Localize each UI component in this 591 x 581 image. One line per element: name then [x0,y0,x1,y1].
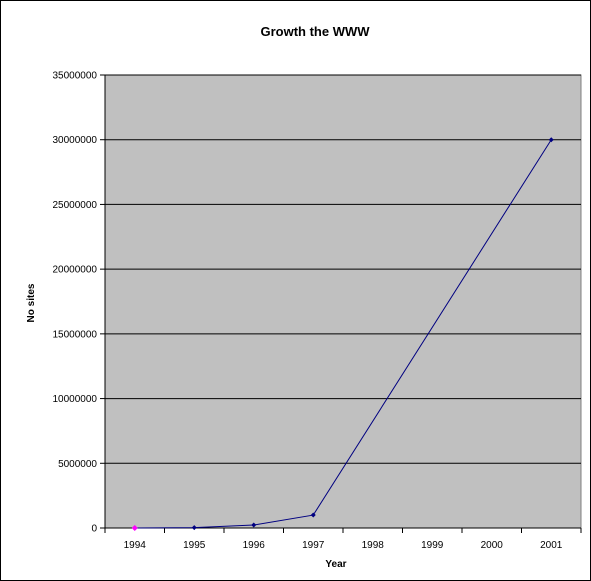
y-tick-label: 10000000 [53,394,98,405]
x-tick-label: 1995 [183,540,206,551]
data-point [548,137,554,143]
x-axis-label: Year [325,559,346,570]
x-tick-label: 2000 [481,540,504,551]
x-tick-label: 1998 [362,540,385,551]
y-tick-label: 25000000 [53,200,98,211]
x-tick-label: 1997 [302,540,325,551]
x-tick-label: 1999 [421,540,444,551]
data-point [191,525,197,531]
y-tick-label: 5000000 [58,459,97,470]
y-tick-label: 30000000 [53,135,98,146]
data-point [251,522,257,528]
x-tick-label: 2001 [540,540,563,551]
y-tick-label: 15000000 [53,329,98,340]
x-tick-label: 1994 [124,540,147,551]
x-tick-label: 1996 [243,540,266,551]
x-tick-labels: 1994 1995 1996 1997 1998 1999 2000 2001 [124,540,563,551]
highlighted-data-point [131,524,138,531]
y-tick-labels: 0 5000000 10000000 15000000 20000000 25000000… [53,71,98,535]
y-tick-label: 20000000 [53,265,98,276]
y-axis-label: No sites [26,283,37,322]
data-point [310,512,316,518]
y-tick-label: 35000000 [53,71,98,82]
gridlines [105,74,581,464]
series-layer [131,137,554,531]
chart-title: Growth the WWW [260,24,370,39]
plot-area [104,74,582,529]
y-tick-label: 0 [91,524,97,535]
